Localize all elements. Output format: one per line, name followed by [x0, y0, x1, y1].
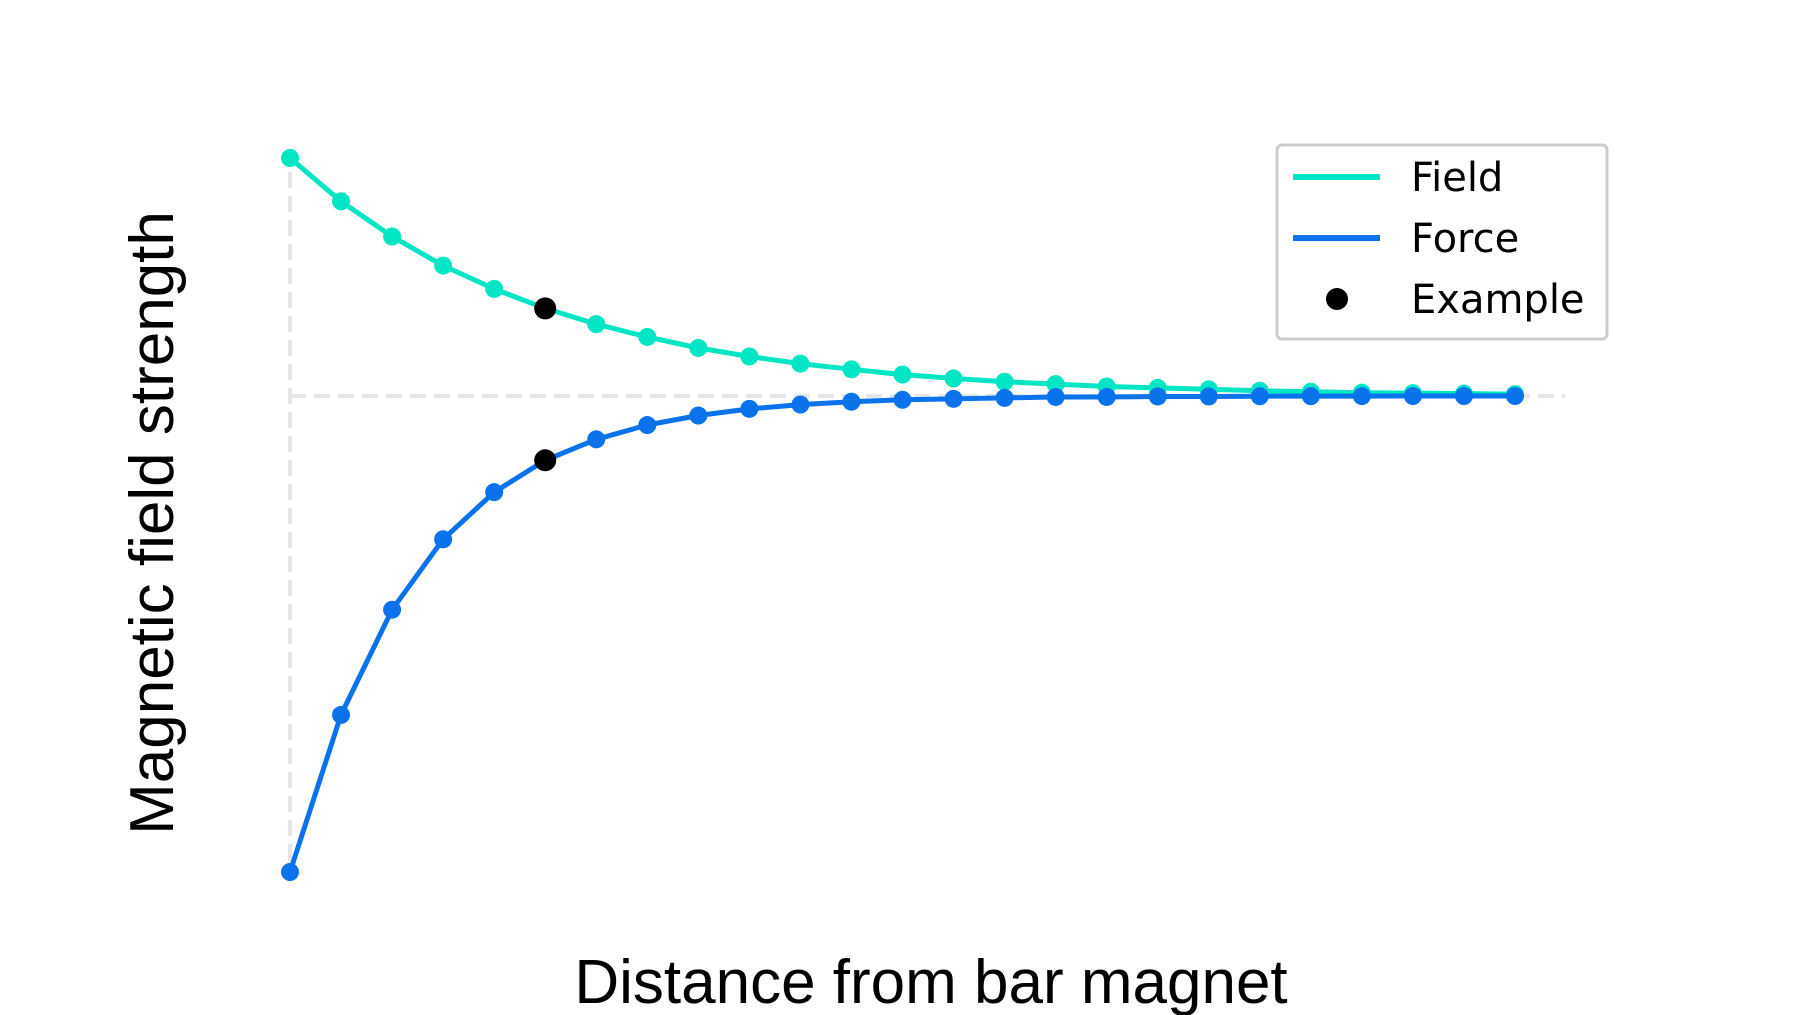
- point-field-15: [1046, 375, 1065, 394]
- point-field-14: [995, 372, 1014, 391]
- point-force-21: [1352, 387, 1371, 406]
- legend: Field Force Example: [1275, 143, 1609, 341]
- point-field-6: [587, 315, 606, 334]
- example-point-0: [534, 297, 557, 320]
- point-force-17: [1148, 387, 1167, 406]
- point-force-10: [791, 395, 810, 414]
- point-force-18: [1199, 387, 1218, 406]
- point-field-0: [281, 149, 299, 167]
- point-field-4: [485, 279, 504, 298]
- point-force-11: [842, 392, 861, 411]
- point-force-13: [944, 389, 963, 408]
- point-force-7: [638, 416, 657, 435]
- point-force-6: [587, 430, 606, 449]
- point-force-2: [383, 600, 402, 619]
- point-force-8: [689, 406, 708, 425]
- y-axis-title: Magnetic field strength: [118, 211, 187, 835]
- point-field-13: [944, 369, 963, 388]
- point-force-3: [434, 530, 453, 549]
- example-point-1: [534, 449, 557, 472]
- x-axis-title: Distance from bar magnet: [574, 948, 1287, 1015]
- point-field-2: [383, 227, 402, 246]
- point-force-15: [1046, 387, 1065, 406]
- point-force-22: [1403, 387, 1422, 406]
- point-field-9: [740, 347, 759, 366]
- series-layer: [281, 149, 1524, 881]
- point-force-4: [485, 483, 504, 502]
- legend-frame: [1275, 143, 1609, 341]
- example-points: [534, 297, 557, 472]
- point-field-7: [638, 327, 657, 346]
- point-field-1: [332, 192, 351, 211]
- point-force-14: [995, 388, 1014, 407]
- point-force-24: [1506, 387, 1524, 405]
- legend-label-force: Force: [1411, 216, 1519, 262]
- point-force-20: [1301, 387, 1320, 406]
- point-field-11: [842, 360, 861, 379]
- point-force-16: [1097, 387, 1116, 406]
- point-field-3: [434, 256, 453, 275]
- point-force-19: [1250, 387, 1269, 406]
- series-line-force: [287, 393, 1518, 875]
- point-force-0: [281, 863, 299, 881]
- point-force-12: [893, 390, 912, 409]
- legend-label-field: Field: [1411, 155, 1503, 201]
- point-force-9: [740, 399, 759, 418]
- point-field-8: [689, 338, 708, 357]
- point-force-23: [1454, 387, 1473, 406]
- legend-swatch-example: [1326, 288, 1348, 310]
- point-field-12: [893, 365, 912, 384]
- point-field-10: [791, 354, 810, 373]
- legend-label-example: Example: [1411, 277, 1585, 323]
- series-force: [281, 387, 1524, 881]
- point-force-1: [332, 705, 351, 724]
